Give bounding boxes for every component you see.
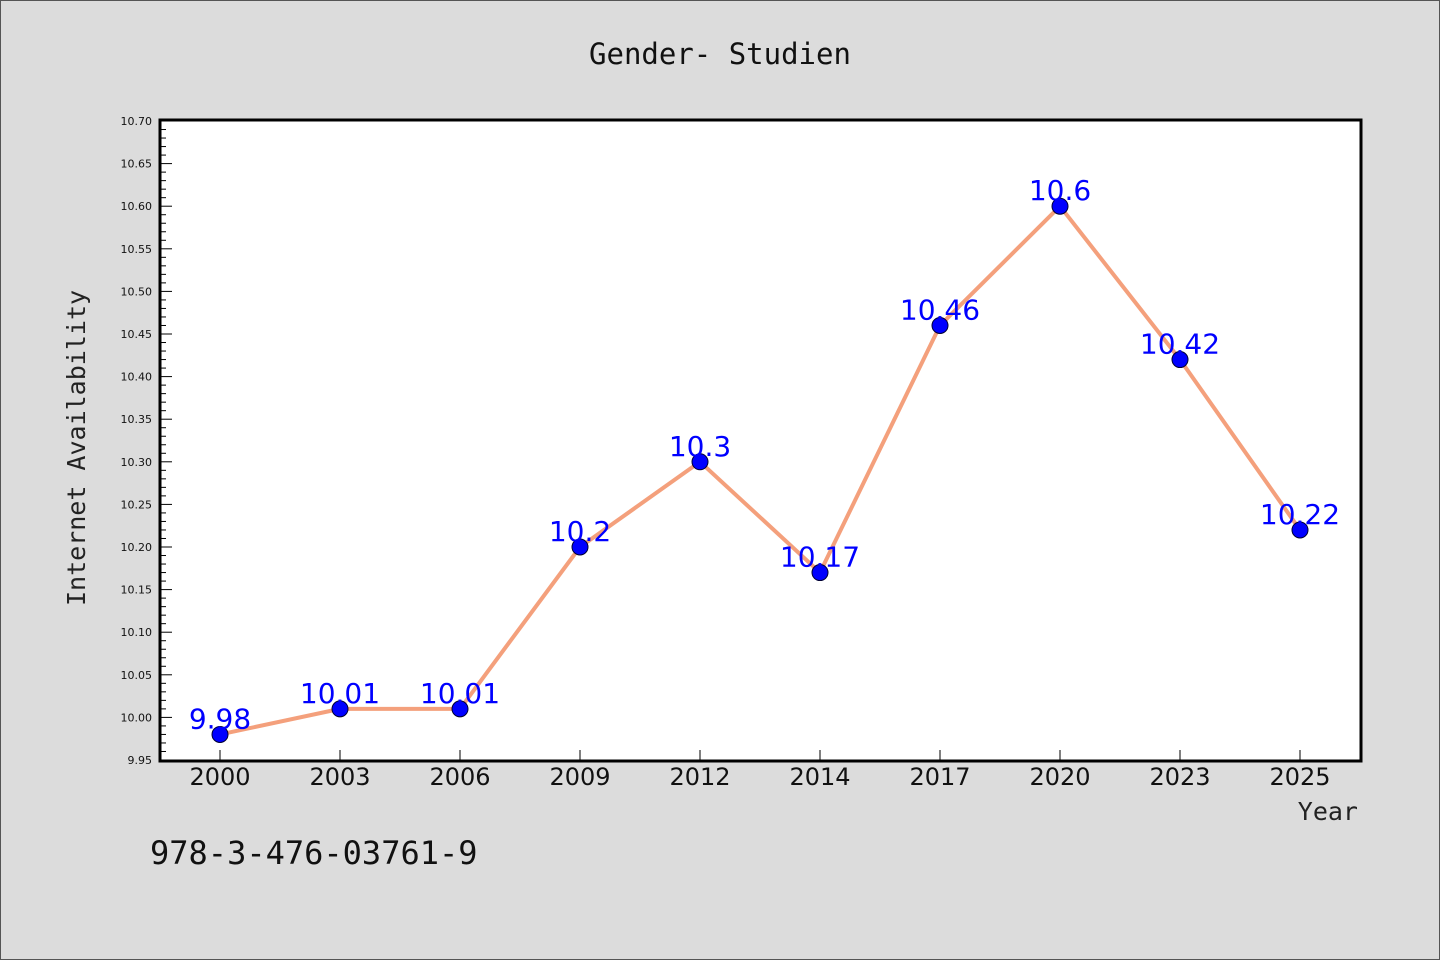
data-label: 10.3: [669, 430, 731, 463]
data-point: [691, 453, 709, 471]
data-point: [571, 538, 589, 556]
data-label: 10.46: [900, 293, 980, 326]
y-tick-label: 10.05: [121, 669, 153, 682]
y-tick-label: 10.50: [121, 285, 153, 298]
x-tick-label: 2003: [309, 763, 370, 791]
data-label: 10.42: [1140, 328, 1220, 361]
x-tick-label: 2009: [549, 763, 610, 791]
x-tick-label: 2014: [789, 763, 850, 791]
y-tick-label: 10.40: [121, 371, 153, 384]
data-label: 10.22: [1260, 498, 1340, 531]
y-tick-label: 10.60: [121, 200, 153, 213]
y-tick-label: 10.55: [121, 243, 153, 256]
plot-area: [158, 118, 1363, 763]
data-point: [211, 725, 229, 743]
data-label: 10.6: [1029, 174, 1091, 207]
y-tick-label: 10.45: [121, 328, 153, 341]
chart-title: Gender- Studien: [589, 37, 851, 71]
data-point: [451, 700, 469, 718]
y-tick-label: 10.35: [121, 413, 153, 426]
series-layer: 9.98 10.01 10.01 10.2 10.3 10.17 10.46 10.6 10.4…: [189, 174, 1340, 743]
data-label: 10.01: [300, 677, 380, 710]
data-point: [1291, 521, 1309, 539]
y-tick-label: 10.65: [121, 158, 153, 171]
x-tick-label: 2012: [669, 763, 730, 791]
x-axis: 2000 2003 2006 2009 2012 2014 2017 2020 2023 2025: [189, 750, 1331, 791]
data-point: [931, 316, 949, 334]
series-line: [218, 204, 1302, 737]
y-tick-label: 10.25: [121, 498, 153, 511]
x-tick-label: 2017: [909, 763, 970, 791]
y-tick-label: 10.10: [121, 626, 153, 639]
x-tick-label: 2020: [1029, 763, 1090, 791]
x-axis-label: Year: [1298, 797, 1358, 826]
data-label: 10.17: [780, 541, 860, 574]
y-tick-label: 10.15: [121, 584, 153, 597]
data-point: [331, 700, 349, 718]
x-tick-label: 2000: [189, 763, 250, 791]
y-tick-label: 10.00: [121, 711, 153, 724]
x-tick-label: 2006: [429, 763, 490, 791]
y-tick-label: 10.70: [121, 115, 153, 128]
y-axis-label: Internet Availability: [62, 290, 91, 606]
data-point: [811, 564, 829, 582]
data-point: [1051, 197, 1069, 215]
x-tick-label: 2025: [1269, 763, 1330, 791]
x-tick-label: 2023: [1149, 763, 1210, 791]
y-tick-label: 10.30: [121, 456, 153, 469]
y-tick-label: 9.95: [128, 754, 153, 767]
y-tick-label: 10.20: [121, 541, 153, 554]
y-axis: 9.95 10.00 10.05 10.10 10.15 10.20 10.25 10.30 1…: [121, 115, 172, 767]
data-point: [1171, 351, 1189, 369]
data-label: 10.2: [549, 515, 611, 548]
data-label: 10.01: [420, 677, 500, 710]
isbn-text: 978-3-476-03761-9: [150, 834, 478, 872]
data-label: 9.98: [189, 702, 251, 735]
